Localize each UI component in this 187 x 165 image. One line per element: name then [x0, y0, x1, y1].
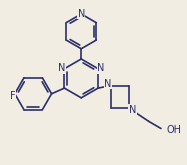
Text: N: N	[58, 63, 65, 73]
Text: F: F	[10, 91, 16, 101]
Text: N: N	[97, 63, 104, 73]
Text: N: N	[78, 9, 85, 19]
Text: N: N	[104, 79, 111, 89]
Text: N: N	[129, 105, 136, 115]
Text: OH: OH	[167, 125, 182, 134]
